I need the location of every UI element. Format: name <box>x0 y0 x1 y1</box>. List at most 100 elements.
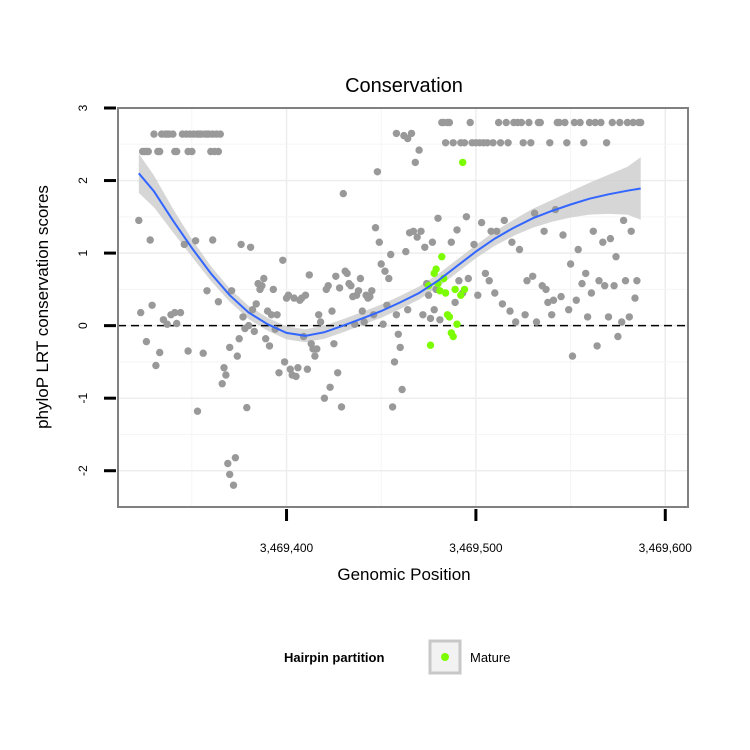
data-point <box>239 313 247 321</box>
data-point <box>332 272 340 280</box>
data-point <box>246 243 255 251</box>
data-point <box>599 238 607 246</box>
chart-title: Conservation <box>345 75 463 97</box>
data-point <box>227 287 236 295</box>
data-point <box>156 348 164 357</box>
data-point <box>214 147 223 156</box>
data-point <box>343 269 351 278</box>
data-point <box>424 291 433 299</box>
data-point <box>203 287 211 295</box>
data-point <box>279 256 287 264</box>
data-point <box>193 407 202 415</box>
data-point <box>570 118 579 127</box>
data-point <box>566 260 575 268</box>
data-point <box>602 139 611 147</box>
data-point <box>173 319 181 328</box>
data-point <box>176 308 185 317</box>
data-point-mature <box>436 287 444 295</box>
data-point <box>527 139 535 147</box>
data-point <box>273 311 281 319</box>
data-point <box>144 147 152 156</box>
data-point <box>218 380 226 388</box>
y-tick-label: -2 <box>76 465 90 476</box>
data-point <box>337 403 346 411</box>
data-point <box>542 285 550 294</box>
data-point <box>441 139 450 147</box>
y-axis-title: phyloP LRT conservation scores <box>33 185 52 429</box>
data-point <box>260 274 268 283</box>
data-point <box>540 227 548 235</box>
data-point <box>625 313 633 321</box>
data-point <box>409 227 418 235</box>
data-point <box>231 454 240 462</box>
data-point <box>568 352 577 360</box>
data-point <box>417 227 425 235</box>
data-point <box>245 321 253 330</box>
data-point <box>356 274 365 283</box>
data-point <box>366 292 374 301</box>
data-point <box>411 158 419 167</box>
data-point <box>252 300 260 308</box>
data-point <box>137 308 145 317</box>
data-point <box>466 118 474 127</box>
data-point-mature <box>426 341 435 349</box>
data-point <box>451 298 459 307</box>
data-point <box>377 260 385 268</box>
data-point-mature <box>460 285 469 294</box>
data-point <box>334 369 342 377</box>
data-point <box>284 291 293 299</box>
data-point <box>483 139 491 147</box>
data-point <box>404 306 412 314</box>
data-point <box>445 118 454 127</box>
data-point <box>265 342 274 350</box>
data-point <box>496 139 505 147</box>
data-point <box>532 318 541 326</box>
data-point <box>523 277 531 285</box>
data-point <box>517 118 526 127</box>
data-point <box>506 307 514 315</box>
y-tick-label: -1 <box>76 393 90 404</box>
x-tick-label: 3,469,400 <box>260 541 314 555</box>
data-point <box>339 189 347 198</box>
data-point <box>555 118 563 127</box>
data-point <box>373 168 382 176</box>
data-point <box>150 130 158 138</box>
data-point <box>237 240 245 249</box>
data-point <box>173 147 181 156</box>
data-point <box>375 238 383 246</box>
data-point <box>623 118 632 127</box>
x-axis-title: Genomic Position <box>337 565 470 584</box>
data-point <box>453 226 461 234</box>
data-point <box>419 311 427 319</box>
data-point <box>629 118 637 127</box>
data-point <box>226 343 234 352</box>
data-point <box>290 294 298 302</box>
data-point <box>494 118 503 127</box>
data-point-mature <box>449 332 457 341</box>
data-point <box>214 298 223 306</box>
data-point <box>585 118 594 127</box>
data-point-mature <box>459 158 467 167</box>
data-point <box>633 277 641 285</box>
data-point <box>460 139 469 147</box>
data-point <box>292 372 300 381</box>
data-point <box>294 364 302 372</box>
data-point-mature <box>441 289 450 297</box>
data-point-mature <box>453 320 461 328</box>
data-point <box>474 291 482 299</box>
plot-panel <box>117 107 689 508</box>
data-point <box>184 347 192 355</box>
data-point <box>489 139 497 147</box>
data-point <box>574 245 582 254</box>
data-point <box>148 301 156 309</box>
data-points <box>135 118 645 489</box>
data-point <box>591 118 599 127</box>
data-point <box>385 274 393 283</box>
data-point <box>525 118 533 127</box>
data-point <box>222 371 230 379</box>
data-point <box>360 318 368 326</box>
data-point <box>426 314 435 323</box>
data-point <box>436 316 444 324</box>
legend-label-mature: Mature <box>470 650 510 665</box>
data-point <box>275 369 283 377</box>
